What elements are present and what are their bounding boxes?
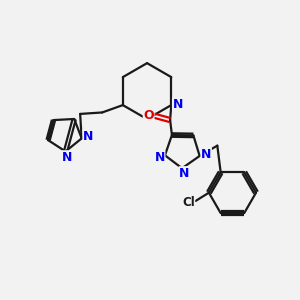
Text: N: N xyxy=(201,148,211,161)
Text: Cl: Cl xyxy=(182,196,195,209)
Text: N: N xyxy=(172,98,183,111)
Text: N: N xyxy=(154,151,165,164)
Text: N: N xyxy=(62,151,72,164)
Text: N: N xyxy=(179,167,190,180)
Text: N: N xyxy=(83,130,93,142)
Text: O: O xyxy=(143,109,154,122)
